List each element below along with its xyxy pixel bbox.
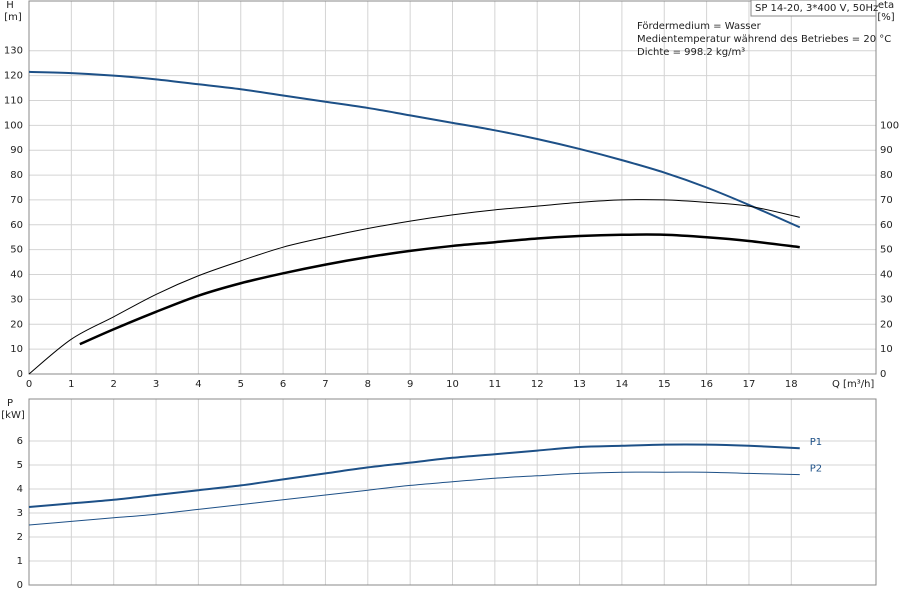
- y-axis-unit: [m]: [4, 12, 22, 23]
- y-tick-label: 70: [10, 195, 23, 206]
- y-tick-label: 120: [4, 71, 23, 82]
- y-tick-label: 0: [17, 580, 23, 591]
- y-tick-label: 1: [17, 556, 23, 567]
- y-tick-label: 90: [10, 145, 23, 156]
- y2-tick-label: 20: [880, 319, 893, 330]
- annotation: Fördermedium = Wasser: [637, 21, 762, 32]
- x-tick-label: 1: [68, 379, 74, 390]
- y-tick-label: 30: [10, 294, 23, 305]
- x-tick-label: 13: [573, 379, 586, 390]
- x-tick-label: 6: [280, 379, 286, 390]
- y2-tick-label: 50: [880, 245, 893, 256]
- x-tick-label: 16: [700, 379, 713, 390]
- x-tick-label: 7: [322, 379, 328, 390]
- x-tick-label: 9: [407, 379, 413, 390]
- y-tick-label: 10: [10, 344, 23, 355]
- y-tick-label: 60: [10, 220, 23, 231]
- x-tick-label: 0: [26, 379, 32, 390]
- x-tick-label: 17: [743, 379, 756, 390]
- y-tick-label: 80: [10, 170, 23, 181]
- data-line: [79, 233, 800, 346]
- y2-tick-label: 40: [880, 270, 893, 281]
- y2-tick-label: 30: [880, 294, 893, 305]
- y2-tick-label: 10: [880, 344, 893, 355]
- x-tick-label: 11: [488, 379, 501, 390]
- plot-frame: [28, 0, 877, 375]
- y-tick-label: 50: [10, 245, 23, 256]
- info-box: [750, 0, 877, 17]
- y-tick-label: 100: [4, 120, 23, 131]
- y-tick-label: 2: [17, 532, 23, 543]
- data-line: [28, 199, 800, 375]
- x-tick-label: 14: [616, 379, 629, 390]
- y-axis-label: P: [7, 398, 13, 409]
- y2-tick-label: 100: [880, 120, 899, 131]
- y-tick-label: 0: [17, 369, 23, 380]
- y2-axis-unit: [%]: [877, 12, 894, 23]
- y-tick-label: 4: [17, 484, 23, 495]
- y-tick-label: 6: [17, 436, 23, 447]
- x-tick-label: 2: [111, 379, 117, 390]
- y2-tick-label: 80: [880, 170, 893, 181]
- x-tick-label: 5: [238, 379, 244, 390]
- y-tick-label: 130: [4, 46, 23, 57]
- y-tick-label: 3: [17, 508, 23, 519]
- y-axis-label: H: [6, 0, 14, 11]
- x-tick-label: 8: [365, 379, 371, 390]
- series-label: P1: [810, 437, 822, 448]
- info-title: SP 14-20, 3*400 V, 50Hz: [755, 3, 878, 14]
- annotation: Dichte = 998.2 kg/m³: [637, 47, 745, 58]
- x-tick-label: 3: [153, 379, 159, 390]
- y2-tick-label: 0: [880, 369, 886, 380]
- y-tick-label: 5: [17, 460, 23, 471]
- data-line: [28, 471, 800, 526]
- x-axis-label: Q [m³/h]: [832, 379, 874, 390]
- series-label: P2: [810, 464, 822, 475]
- y2-tick-label: 70: [880, 195, 893, 206]
- y2-axis-label: eta: [878, 0, 894, 11]
- y-tick-label: 40: [10, 270, 23, 281]
- y2-tick-label: 60: [880, 220, 893, 231]
- y-axis-unit: [kW]: [1, 410, 25, 421]
- data-line: [28, 70, 801, 229]
- plot-frame: [28, 398, 877, 586]
- y2-tick-label: 90: [880, 145, 893, 156]
- y-tick-label: 20: [10, 319, 23, 330]
- x-tick-label: 12: [531, 379, 544, 390]
- data-line: [28, 443, 800, 508]
- annotation: Medientemperatur während des Betriebes =…: [637, 34, 891, 45]
- x-tick-label: 10: [446, 379, 459, 390]
- x-tick-label: 18: [785, 379, 798, 390]
- x-tick-label: 4: [195, 379, 201, 390]
- y-tick-label: 110: [4, 95, 23, 106]
- x-tick-label: 15: [658, 379, 671, 390]
